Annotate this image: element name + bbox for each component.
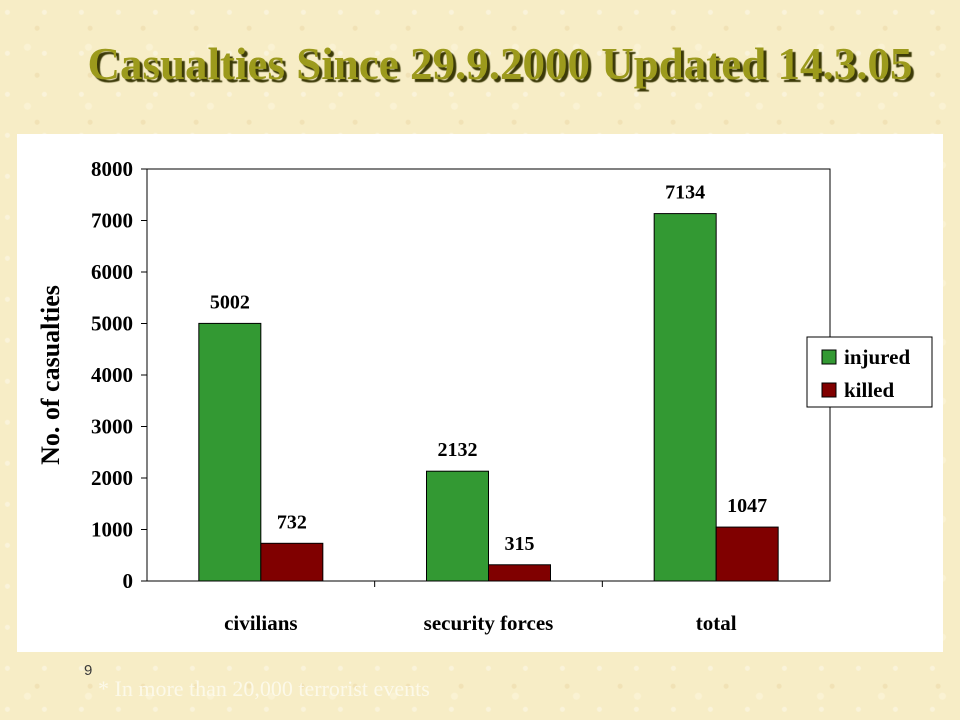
chart-panel: 0 1000 2000 3000 4000 5000 6000 7000 8000 No. of … [17,134,943,652]
data-label-killed: 315 [505,533,535,555]
y-tick-label: 4000 [91,363,133,387]
y-tick-label: 6000 [91,260,133,284]
y-tick-label: 5000 [91,312,133,336]
bar-killed [488,564,551,582]
slide-number: 9 [84,662,93,679]
bar-injured [198,322,262,582]
bar-injured [426,470,489,582]
y-tick-label: 1000 [91,518,133,542]
data-label-injured: 2132 [438,439,478,461]
x-tick-label: security forces [424,611,554,635]
slide-title: Casualties Since 29.9.2000 Updated 14.3.… [87,39,913,89]
y-tick-label: 8000 [91,157,133,181]
bar-chart: 0 1000 2000 3000 4000 5000 6000 7000 8000 No. of … [36,157,933,635]
x-tick-label: civilians [224,611,298,635]
legend-swatch-killed [821,382,837,398]
data-label-killed: 1047 [727,495,767,517]
y-tick-label: 7000 [91,209,133,233]
y-tick-label: 3000 [91,415,133,439]
x-tick-label: total [696,611,737,635]
y-tick-label: 0 [123,569,134,593]
legend-label-injured: injured [844,345,910,369]
bar-killed [715,526,779,582]
y-axis-title: No. of casualties [36,285,65,465]
legend-swatch-injured [821,349,837,365]
bar-injured [653,213,717,582]
data-label-injured: 5002 [210,291,250,313]
bar-killed [260,542,324,582]
y-tick-label: 2000 [91,466,133,490]
legend-label-killed: killed [844,378,895,402]
data-label-injured: 7134 [665,182,705,204]
footnote: * In more than 20,000 terrorist events [98,676,430,701]
data-label-killed: 732 [277,511,307,533]
